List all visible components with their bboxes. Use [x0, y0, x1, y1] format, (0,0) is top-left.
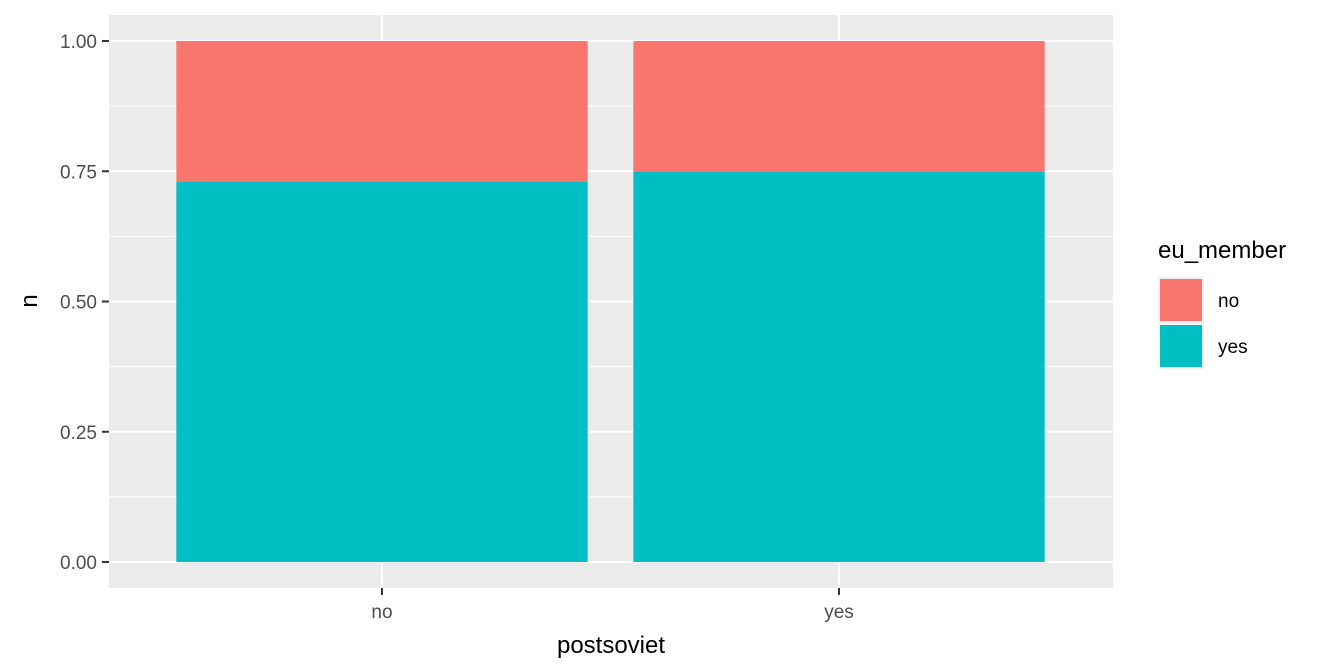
x-tick-label: yes — [824, 602, 854, 623]
x-axis: no yes — [371, 588, 854, 623]
x-tick-label: no — [371, 602, 392, 623]
legend-title: eu_member — [1158, 237, 1286, 264]
bar-no-yes — [176, 181, 588, 563]
legend: eu_member no yes — [1158, 237, 1286, 369]
bar-yes-no — [633, 41, 1045, 172]
bar-yes-yes — [633, 171, 1045, 562]
y-axis-title: n — [16, 294, 43, 307]
legend-key-no — [1160, 279, 1202, 321]
bars — [176, 41, 1045, 563]
y-axis: 0.00 0.25 0.50 0.75 1.00 — [60, 32, 109, 574]
x-axis-title: postsoviet — [557, 632, 665, 659]
legend-label-yes: yes — [1218, 337, 1248, 358]
legend-label-no: no — [1218, 291, 1239, 312]
y-tick-label: 0.00 — [60, 553, 97, 574]
y-tick-label: 0.50 — [60, 293, 97, 314]
y-tick-label: 1.00 — [60, 32, 97, 53]
bar-no-no — [176, 41, 588, 182]
y-tick-label: 0.75 — [60, 162, 97, 183]
legend-key-yes — [1160, 325, 1202, 367]
y-tick-label: 0.25 — [60, 423, 97, 444]
